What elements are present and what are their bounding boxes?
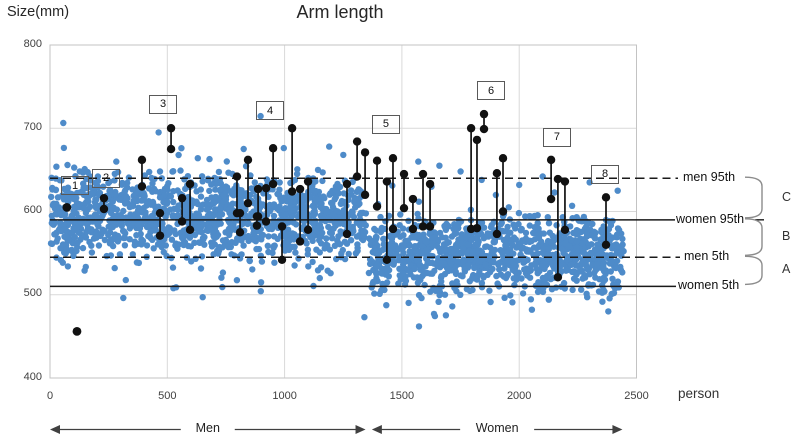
annotation-box-3: 3 <box>149 94 178 114</box>
y-tick-500: 500 <box>23 287 42 300</box>
range-braces <box>744 176 763 286</box>
y-tick-800: 800 <box>23 37 42 50</box>
ref-label-women-5th: women 5th <box>678 278 740 293</box>
annotation-box-1: 1 <box>61 176 90 196</box>
x-tick-1500: 1500 <box>389 390 415 402</box>
plot-border <box>49 44 637 379</box>
x-axis-title: person <box>678 386 720 401</box>
bracket-letter-c: C <box>782 189 792 204</box>
bracket-letter-a: A <box>782 262 791 277</box>
scatter-women <box>365 182 627 330</box>
x-tick-0: 0 <box>46 390 54 402</box>
group-label-women: Women <box>475 421 519 435</box>
annotation-box-4: 4 <box>256 101 285 121</box>
y-tick-700: 700 <box>23 120 42 133</box>
group-label-men: Men <box>195 421 220 435</box>
annotation-box-7: 7 <box>542 127 571 147</box>
annotation-box-2: 2 <box>92 168 121 188</box>
reference-lines <box>50 177 764 288</box>
scatter-blue-points <box>47 112 627 330</box>
bracket-letter-b: B <box>782 229 791 244</box>
y-axis-title: Size(mm) <box>7 4 70 20</box>
ref-label-men-5th: men 5th <box>684 249 730 264</box>
ref-label-women-95th: women 95th <box>676 211 745 226</box>
chart-title: Arm length <box>296 2 384 22</box>
ref-label-men-95th: men 95th <box>683 170 736 185</box>
x-tick-2000: 2000 <box>506 390 532 402</box>
scatter-men <box>47 112 370 302</box>
group-axis-arrows <box>50 425 623 434</box>
annotation-box-6: 6 <box>477 81 506 101</box>
x-tick-500: 500 <box>158 390 177 402</box>
x-tick-2500: 2500 <box>624 390 649 402</box>
y-tick-600: 600 <box>23 204 42 216</box>
y-tick-400: 400 <box>23 370 42 383</box>
annotation-box-8: 8 <box>591 164 620 184</box>
annotation-box-5: 5 <box>371 114 400 134</box>
x-tick-1000: 1000 <box>272 390 297 402</box>
scatter-black-points <box>62 109 611 336</box>
